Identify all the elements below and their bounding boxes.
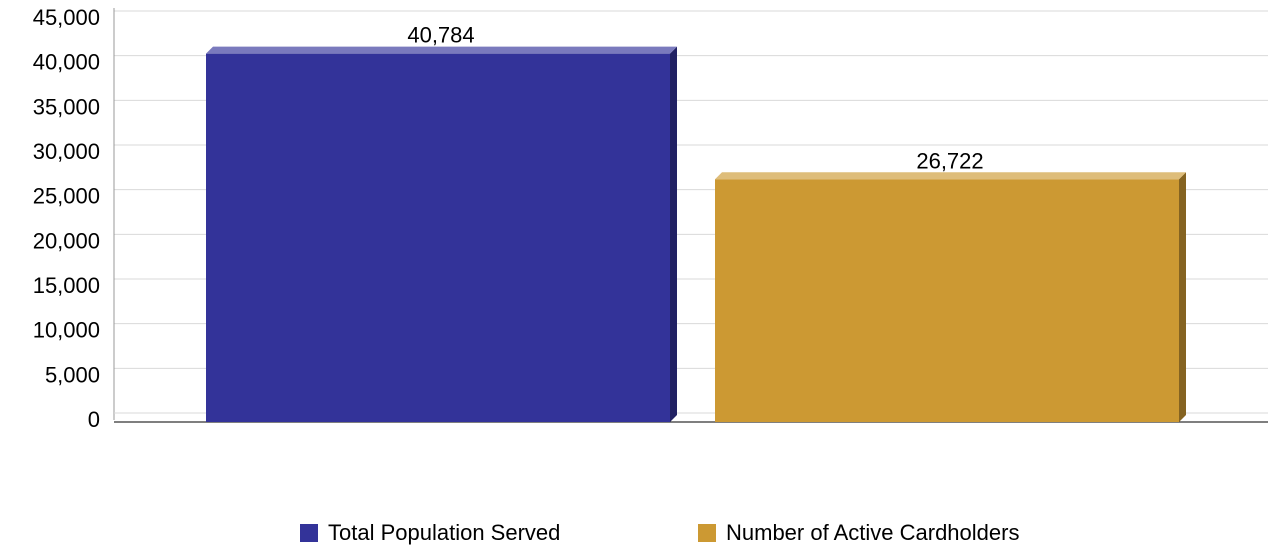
y-tick-label: 0 <box>88 407 100 432</box>
y-tick-label: 5,000 <box>45 362 100 387</box>
legend-label: Number of Active Cardholders <box>726 520 1020 545</box>
bar-2 <box>715 172 1186 422</box>
legend-item-total-population: Total Population Served <box>300 520 560 546</box>
y-tick-label: 40,000 <box>33 50 100 75</box>
bar-side <box>670 46 677 422</box>
bar-top <box>715 172 1186 180</box>
bar-side <box>1179 172 1186 422</box>
bar-front <box>715 179 1179 422</box>
y-tick-label: 20,000 <box>33 228 100 253</box>
bar-top <box>206 46 677 54</box>
data-label: 40,784 <box>407 23 474 48</box>
legend-swatch <box>698 524 716 542</box>
bar-front <box>206 53 670 422</box>
legend-label: Total Population Served <box>328 520 561 545</box>
y-tick-label: 25,000 <box>33 184 100 209</box>
y-tick-label: 45,000 <box>33 5 100 30</box>
bars <box>206 46 1186 422</box>
y-tick-label: 35,000 <box>33 94 100 119</box>
y-tick-label: 10,000 <box>33 318 100 343</box>
legend-swatch <box>300 524 318 542</box>
y-tick-label: 15,000 <box>33 273 100 298</box>
y-tick-label: 30,000 <box>33 139 100 164</box>
data-label: 26,722 <box>916 148 983 173</box>
legend: Total Population Served Number of Active… <box>0 520 1268 550</box>
legend-item-active-cardholders: Number of Active Cardholders <box>698 520 1019 546</box>
bar-1 <box>206 46 677 422</box>
data-labels: 40,784 26,722 <box>407 23 983 174</box>
